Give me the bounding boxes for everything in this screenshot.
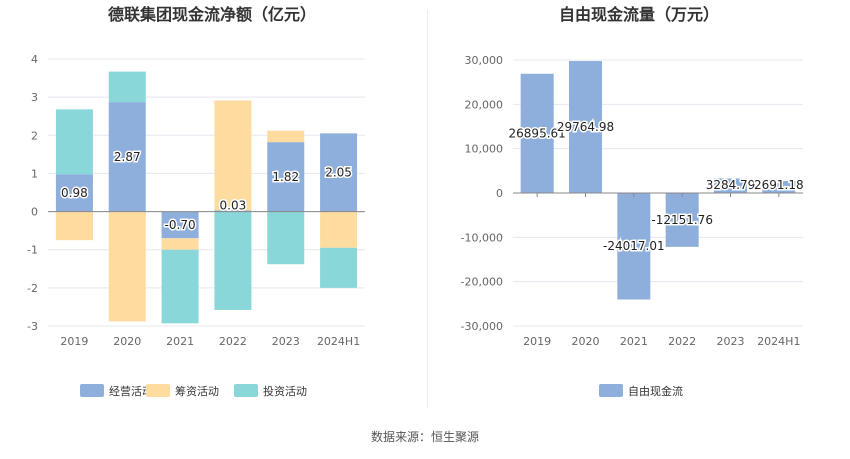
x-tick-label: 2024H1 [317, 335, 360, 348]
bar-自由现金流 [665, 193, 699, 247]
data-label: 26895.61 [509, 126, 566, 140]
data-label: 29764.98 [557, 120, 614, 134]
bar-自由现金流 [762, 181, 796, 193]
x-tick-label: 2019 [60, 335, 88, 348]
legend-label: 投资活动 [263, 384, 307, 398]
y-tick-label: -20,000 [461, 276, 503, 289]
legend-swatch [599, 384, 623, 397]
bar-自由现金流 [520, 73, 554, 193]
x-tick-label: 2020 [572, 335, 600, 348]
legend-swatch [146, 384, 170, 397]
data-label: 0.03 [220, 199, 247, 213]
data-label: -12151.76 [651, 213, 713, 227]
x-tick-label: 2024H1 [757, 335, 800, 348]
bar-筹资活动 [55, 211, 93, 241]
bar-经营活动 [320, 133, 358, 212]
y-tick-label: -10,000 [461, 231, 503, 244]
bar-投资活动 [267, 211, 305, 265]
bar-经营活动 [267, 142, 305, 212]
data-label: 1.82 [272, 170, 299, 184]
y-tick-label: -2 [27, 282, 38, 295]
x-tick-label: 2022 [219, 335, 247, 348]
bar-经营活动 [108, 102, 146, 212]
y-tick-label: 4 [31, 53, 38, 66]
bar-自由现金流 [569, 61, 602, 193]
legend-label: 筹资活动 [175, 384, 219, 398]
net-cash-flow-chart: 德联集团现金流净额（亿元） 4 3 2 1 0 -1 -2 -3 2019 2020 2021 2022… [27, 5, 365, 398]
legend-item: 筹资活动 [146, 384, 219, 398]
bar-经营活动 [55, 174, 93, 212]
y-tick-label: 10,000 [465, 143, 504, 156]
data-label: 0.98 [61, 186, 88, 200]
bar-自由现金流 [714, 178, 747, 193]
y-tick-label: 1 [31, 167, 38, 180]
legend-label: 自由现金流 [628, 384, 683, 398]
bar-投资活动 [161, 249, 199, 324]
bar-自由现金流 [617, 193, 651, 300]
bar-筹资活动 [161, 238, 199, 250]
y-tick-label: 30,000 [465, 54, 504, 67]
data-label: 2691.18 [754, 178, 804, 192]
free-cash-flow-chart: 自由现金流量（万元） 30,000 20,000 10,000 0 -10,000 -20,… [461, 5, 806, 398]
data-label: -0.70 [165, 218, 196, 232]
legend-swatch [234, 384, 258, 397]
panel-divider [427, 10, 428, 408]
x-tick-label: 2019 [523, 335, 551, 348]
x-tick-label: 2022 [668, 335, 696, 348]
y-tick-label: -3 [27, 320, 38, 333]
bar-筹资活动 [320, 211, 358, 248]
y-tick-label: 3 [31, 91, 38, 104]
y-tick-label: 0 [496, 187, 503, 200]
bar-投资活动 [55, 109, 93, 175]
data-label: 3284.79 [706, 178, 756, 192]
bar-筹资活动 [214, 100, 252, 211]
y-tick-label: 0 [31, 206, 38, 219]
data-label: -24017.01 [603, 239, 665, 253]
y-tick-label: -30,000 [461, 320, 503, 333]
bar-经营活动 [161, 211, 199, 239]
chart-title: 德联集团现金流净额（亿元） [108, 5, 316, 24]
chart-title: 自由现金流量（万元） [559, 5, 719, 24]
y-tick-label: 2 [31, 129, 38, 142]
data-label: 2.05 [325, 165, 352, 179]
x-tick-label: 2020 [113, 335, 141, 348]
legend-swatch [80, 384, 104, 397]
y-tick-label: -1 [27, 244, 38, 257]
bar-筹资活动 [108, 211, 146, 322]
bar-投资活动 [320, 247, 358, 288]
bar-经营活动 [214, 210, 252, 212]
bar-筹资活动 [267, 130, 305, 143]
legend-item: 自由现金流 [599, 384, 683, 398]
data-source: 数据来源：恒生聚源 [370, 430, 479, 444]
x-tick-label: 2021 [166, 335, 194, 348]
legend-item: 经营活动 [80, 384, 153, 398]
y-tick-label: 20,000 [465, 98, 504, 111]
x-tick-label: 2023 [717, 335, 745, 348]
bar-投资活动 [108, 71, 146, 103]
data-label: 2.87 [114, 150, 141, 164]
x-tick-label: 2021 [620, 335, 648, 348]
legend-label: 经营活动 [109, 384, 153, 398]
legend-item: 投资活动 [234, 384, 307, 398]
x-tick-label: 2023 [272, 335, 300, 348]
bar-投资活动 [214, 211, 252, 310]
